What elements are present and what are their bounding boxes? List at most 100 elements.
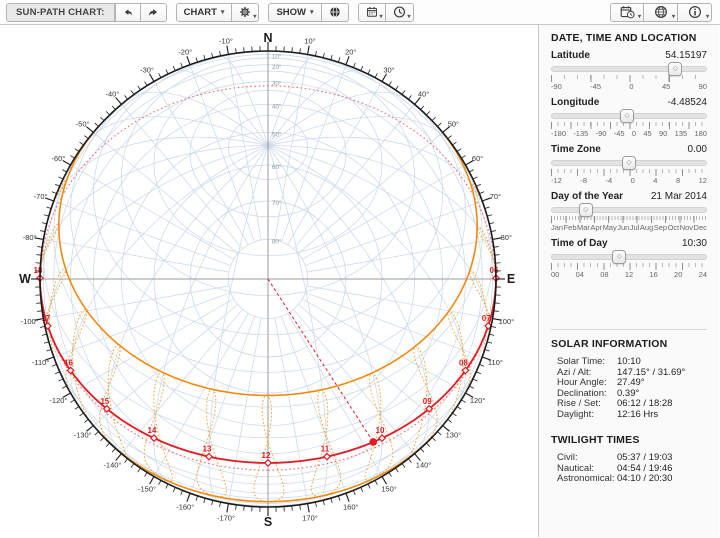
redo-button[interactable] [141,3,167,22]
info-label: Solar Time: [557,357,617,368]
slider-ruler [551,263,707,270]
slider-label: Longitude [551,97,599,108]
tick-label: -12 [551,176,562,186]
tick-label: -90 [551,82,562,92]
svg-text:40°: 40° [418,90,429,99]
clock-button[interactable]: ▾ [386,3,414,22]
redo-icon [148,6,159,19]
slider-value: 21 Mar 2014 [651,191,707,202]
handle-glyph: ◇ [627,160,632,167]
show-menu-label: SHOW [276,7,306,18]
chart-menu-label: CHART [184,7,217,18]
date-time-group: ▾ ▾ [358,3,414,22]
tick-label: 0 [629,82,633,92]
svg-text:10°: 10° [272,53,282,60]
svg-text:16: 16 [64,358,73,367]
show-menu-button[interactable]: SHOW ▾ [268,3,321,22]
info-value: 10:10 [617,357,641,368]
svg-text:-70°: -70° [34,192,48,201]
slider-tick-labels: -180-135-90-4504590135180 [551,129,707,139]
slider-label: Day of the Year [551,191,623,202]
svg-text:20°: 20° [345,48,356,57]
info-row: Rise / Set:06:12 / 18:28 [551,399,707,410]
tick-label: 4 [653,176,657,186]
info-row: Daylight:12:16 Hrs [551,410,707,421]
sun-path-chart[interactable]: 10°20°30°40°50°60°70°80°0607080910111213… [0,25,538,537]
calendar-clock-icon [620,5,635,19]
slider-time-of-day: Time of Day10:30◇00040812162024 [551,238,707,280]
slider-handle[interactable]: ◇ [579,203,593,217]
slider-ruler [551,122,707,129]
handle-glyph: ◇ [625,113,630,120]
tick-label: Feb [564,223,577,233]
slider-track[interactable]: ◇ [551,66,707,72]
slider-track[interactable]: ◇ [551,113,707,119]
datetime-settings-button[interactable]: ▾ [610,3,644,22]
svg-text:130°: 130° [446,431,462,440]
slider-handle[interactable]: ◇ [612,250,626,264]
slider-handle[interactable]: ◇ [622,156,636,170]
tick-label: Dec [694,223,707,233]
undo-button[interactable] [115,3,141,22]
tick-label: Nov [680,223,693,233]
chevron-down-icon: ▾ [408,14,411,20]
sun-path-svg[interactable]: 10°20°30°40°50°60°70°80°0607080910111213… [0,25,538,537]
slider-handle[interactable]: ◇ [668,62,682,76]
info-value: 12:16 Hrs [617,410,658,421]
slider-ruler [551,75,707,82]
slider-tick-labels: -90-4504590 [551,82,707,92]
tick-label: -135 [573,129,588,139]
chevron-down-icon: ▾ [221,9,225,16]
chevron-down-icon: ▾ [310,9,314,16]
section-title-solar-information: SOLAR INFORMATION [551,338,707,350]
svg-text:S: S [264,515,272,529]
slider-tick-labels: 00040812162024 [551,270,707,280]
calendar-button[interactable]: ▾ [358,3,386,22]
slider-ruler [551,169,707,176]
chevron-down-icon: ▾ [253,14,256,20]
tick-label: 04 [576,270,584,280]
slider-value: 0.00 [688,144,707,155]
info-label: Rise / Set: [557,399,617,410]
svg-text:-100°: -100° [21,317,39,326]
tick-label: Mar [577,223,590,233]
svg-text:-10°: -10° [219,37,233,46]
chart-menu-button[interactable]: CHART ▾ [176,3,233,22]
slider-track[interactable]: ◇ [551,254,707,260]
slider-longitude: Longitude-4.48524◇-180-135-90-4504590135… [551,97,707,139]
svg-text:13: 13 [203,445,212,454]
svg-text:50°: 50° [448,119,459,128]
info-value: 27.49° [617,378,645,389]
info-row: Civil:05:37 / 19:03 [551,453,707,464]
section-title-date-time-location: DATE, TIME AND LOCATION [551,32,707,44]
tick-label: 90 [699,82,707,92]
gear-icon [239,5,251,19]
info-button[interactable]: ▾ [678,3,712,22]
svg-text:140°: 140° [416,460,432,469]
svg-text:-40°: -40° [106,90,120,99]
handle-glyph: ◇ [583,207,588,214]
svg-text:120°: 120° [470,396,486,405]
svg-text:50°: 50° [272,131,282,138]
toolbar: SUN-PATH CHART: CHART▾ ▾ [0,0,720,25]
slider-track[interactable]: ◇ [551,160,707,166]
tick-label: -8 [580,176,587,186]
chart-settings-button[interactable]: ▾ [232,3,259,22]
svg-text:70°: 70° [272,200,282,207]
svg-text:14: 14 [148,426,157,435]
slider-handle[interactable]: ◇ [620,109,634,123]
tick-label: 180 [694,129,707,139]
info-value: 04:10 / 20:30 [617,474,672,485]
globe-view-button[interactable] [322,3,349,22]
svg-text:40°: 40° [272,103,282,110]
slider-day-of-the-year: Day of the Year 21 Mar 2014 ◇ JanFebMarAprM… [551,191,707,233]
svg-text:160°: 160° [343,502,359,511]
svg-text:-110°: -110° [32,358,49,367]
svg-text:60°: 60° [272,164,282,171]
slider-tick-labels: JanFebMarAprMayJunJulAugSepOctNovDec [551,223,707,233]
svg-text:80°: 80° [501,233,512,242]
svg-text:-60°: -60° [51,154,65,163]
slider-track[interactable]: ◇ [551,207,707,213]
tick-label: -45 [590,82,601,92]
location-globe-button[interactable]: ▾ [644,3,678,22]
